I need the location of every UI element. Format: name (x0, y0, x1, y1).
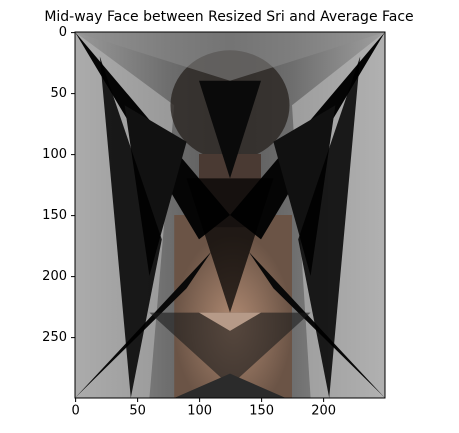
image (75, 32, 385, 399)
y-tick-label: 0 (59, 25, 67, 40)
x-tick-label: 0 (71, 404, 79, 419)
y-tick-label: 50 (50, 86, 67, 101)
y-tick-label: 100 (42, 147, 67, 162)
x-tick-label: 200 (311, 404, 336, 419)
axes-frame (74, 31, 386, 399)
x-tick-label: 100 (187, 404, 212, 419)
y-tick-label: 150 (42, 208, 67, 223)
x-tick-label: 150 (249, 404, 274, 419)
x-tick-label: 50 (129, 404, 146, 419)
y-tick-label: 250 (42, 330, 67, 345)
y-tick-label: 200 (42, 269, 67, 284)
chart-title: Mid-way Face between Resized Sri and Ave… (44, 9, 413, 25)
